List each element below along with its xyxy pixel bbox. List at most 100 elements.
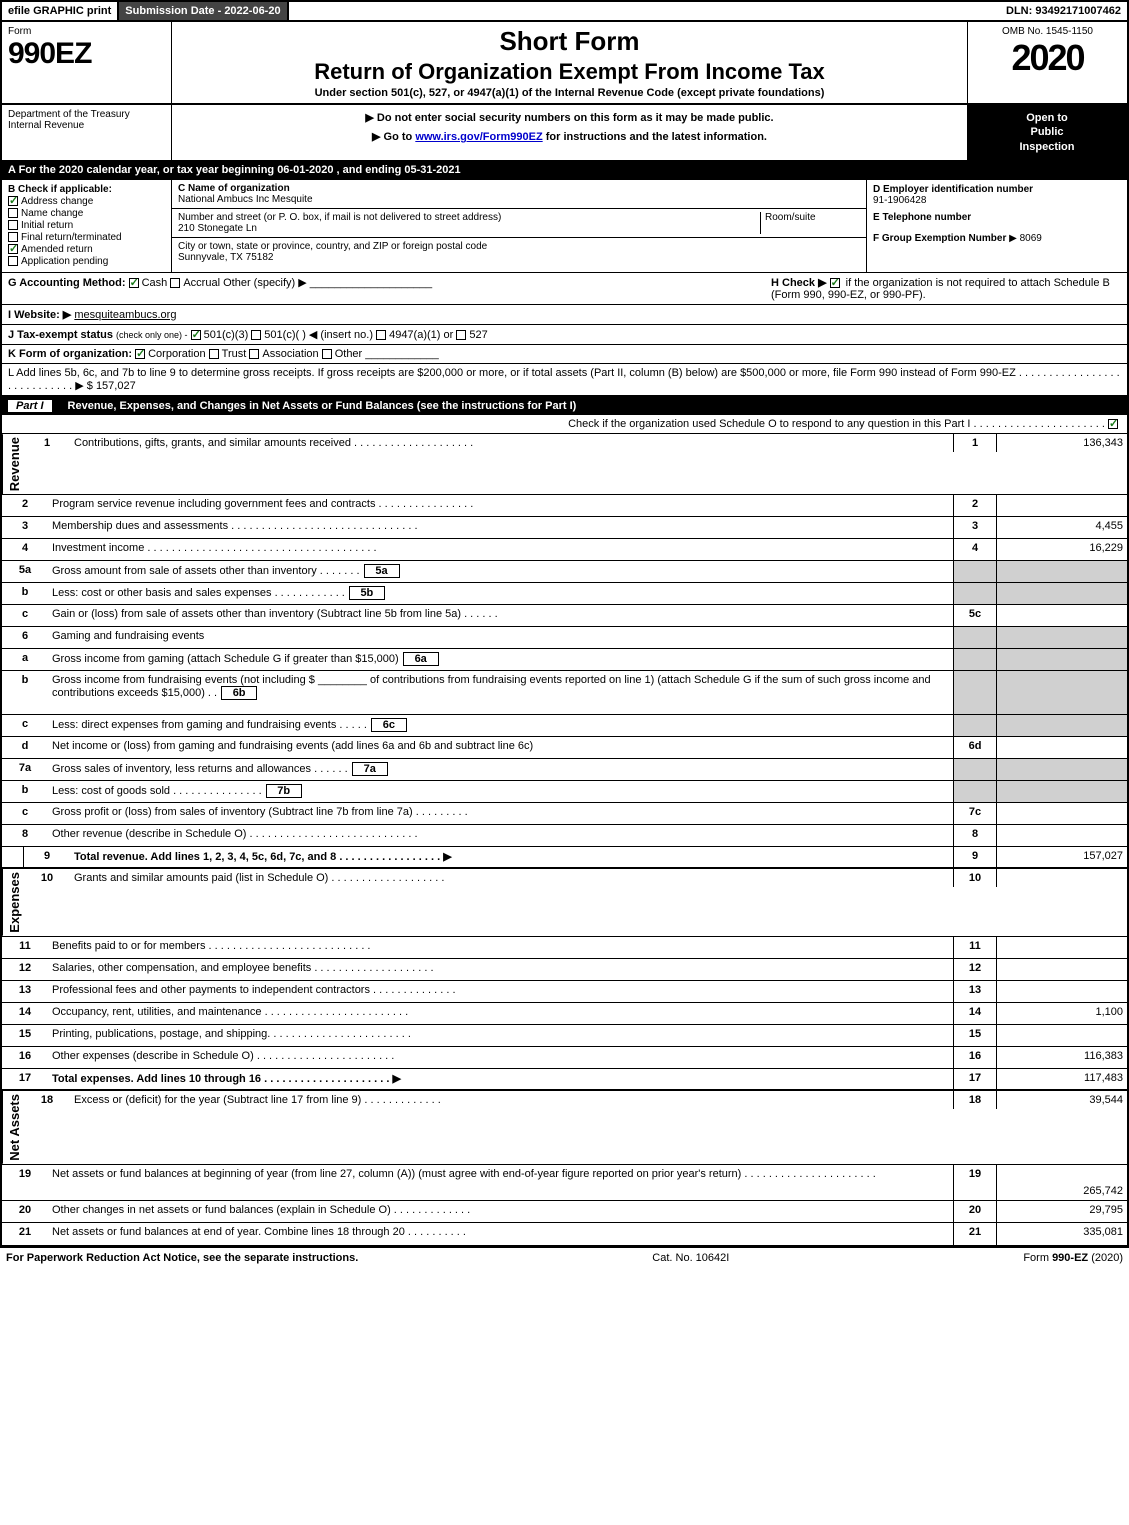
title-main: Return of Organization Exempt From Incom…: [176, 59, 963, 85]
checkbox-icon[interactable]: [249, 349, 259, 359]
checkbox-icon[interactable]: [251, 330, 261, 340]
form-header: Form 990EZ Short Form Return of Organiza…: [0, 22, 1129, 105]
ln-num: b: [2, 671, 48, 714]
e-phone-label: E Telephone number: [873, 212, 1121, 223]
ln-amt: [997, 825, 1127, 846]
row-i-website: I Website: ▶ mesquiteambucs.org: [0, 305, 1129, 325]
ln-num: 8: [2, 825, 48, 846]
org-street: 210 Stonegate Ln: [178, 223, 760, 234]
goto-post: for instructions and the latest informat…: [543, 131, 767, 143]
section-a-year: A For the 2020 calendar year, or tax yea…: [0, 162, 1129, 180]
chk-amended-return[interactable]: Amended return: [8, 244, 165, 255]
part1-table: Revenue 1 Contributions, gifts, grants, …: [0, 434, 1129, 1247]
ln-desc-text: Less: cost of goods sold . . . . . . . .…: [52, 785, 262, 797]
checkbox-icon[interactable]: [376, 330, 386, 340]
chk-address-change[interactable]: Address change: [8, 196, 165, 207]
ln-desc: Net assets or fund balances at beginning…: [48, 1165, 953, 1200]
website-value: mesquiteambucs.org: [74, 309, 176, 321]
checkbox-icon[interactable]: [209, 349, 219, 359]
h-label: H Check ▶: [771, 277, 827, 289]
l-text: L Add lines 5b, 6c, and 7b to line 9 to …: [8, 367, 1120, 392]
ln-amt: [997, 759, 1127, 780]
sub-box: 6c: [371, 718, 407, 732]
sub-box: 7b: [266, 784, 302, 798]
k-trust: Trust: [222, 348, 247, 360]
part1-header: Part I Revenue, Expenses, and Changes in…: [0, 397, 1129, 415]
title-short-form: Short Form: [176, 26, 963, 57]
ln-desc: Investment income . . . . . . . . . . . …: [48, 539, 953, 560]
ln-rn: [953, 671, 997, 714]
ln-amt: [997, 781, 1127, 802]
efile-print-button[interactable]: efile GRAPHIC print: [2, 2, 119, 20]
ln-desc: Benefits paid to or for members . . . . …: [48, 937, 953, 958]
line-13: 13 Professional fees and other payments …: [2, 981, 1127, 1003]
checkbox-icon[interactable]: [1108, 419, 1118, 429]
page-footer: For Paperwork Reduction Act Notice, see …: [0, 1247, 1129, 1268]
checkbox-icon[interactable]: [830, 278, 840, 288]
ln-num: 7a: [2, 759, 48, 780]
ln-rn: [953, 649, 997, 670]
chk-initial-return[interactable]: Initial return: [8, 220, 165, 231]
sub-box: 5a: [364, 564, 400, 578]
form-id-cell: Form 990EZ: [2, 22, 172, 103]
ln-rn: 21: [953, 1223, 997, 1245]
ln-num: 11: [2, 937, 48, 958]
ln-amt: 265,742: [997, 1165, 1127, 1200]
line-16: 16 Other expenses (describe in Schedule …: [2, 1047, 1127, 1069]
line-3: 3 Membership dues and assessments . . . …: [2, 517, 1127, 539]
ln-desc: Professional fees and other payments to …: [48, 981, 953, 1002]
checkbox-icon[interactable]: [322, 349, 332, 359]
g-label: G Accounting Method:: [8, 277, 126, 289]
ln-num: 19: [2, 1165, 48, 1200]
ln-desc: Gross sales of inventory, less returns a…: [48, 759, 953, 780]
line-5b: b Less: cost or other basis and sales ex…: [2, 583, 1127, 605]
chk-application-pending[interactable]: Application pending: [8, 256, 165, 267]
line-6: 6 Gaming and fundraising events: [2, 627, 1127, 649]
form-label: Form: [8, 26, 165, 37]
open-line2: Public: [971, 125, 1123, 139]
line-12: 12 Salaries, other compensation, and emp…: [2, 959, 1127, 981]
ln-desc-pre: Gross income from fundraising events (no…: [52, 674, 315, 686]
side-netassets: Net Assets: [2, 1091, 24, 1164]
ln-num: 17: [2, 1069, 48, 1089]
part1-title: Revenue, Expenses, and Changes in Net As…: [68, 400, 577, 412]
sub-box: 6a: [403, 652, 439, 666]
chk-final-return[interactable]: Final return/terminated: [8, 232, 165, 243]
checkbox-icon[interactable]: [170, 278, 180, 288]
ln-rn: 15: [953, 1025, 997, 1046]
footer-right-pre: Form: [1023, 1252, 1052, 1264]
ln-rn: [953, 561, 997, 582]
sub-box: 5b: [349, 586, 385, 600]
form-number: 990EZ: [8, 37, 165, 71]
ln-num: 4: [2, 539, 48, 560]
ln-amt: [997, 803, 1127, 824]
open-line3: Inspection: [971, 140, 1123, 154]
checkbox-icon[interactable]: [191, 330, 201, 340]
chk-addr-label: Address change: [21, 196, 93, 207]
row-j-status: J Tax-exempt status (check only one) - 5…: [0, 325, 1129, 345]
ln-num: b: [2, 781, 48, 802]
line-6a: a Gross income from gaming (attach Sched…: [2, 649, 1127, 671]
g-other: Other (specify) ▶: [223, 277, 307, 289]
checkbox-icon: [8, 208, 18, 218]
line-7b: b Less: cost of goods sold . . . . . . .…: [2, 781, 1127, 803]
ln-num: d: [2, 737, 48, 758]
ln-amt: 16,229: [997, 539, 1127, 560]
line-21: 21 Net assets or fund balances at end of…: [2, 1223, 1127, 1245]
footer-left: For Paperwork Reduction Act Notice, see …: [6, 1252, 358, 1264]
ln-rn: [953, 759, 997, 780]
checkbox-icon[interactable]: [135, 349, 145, 359]
line-14: 14 Occupancy, rent, utilities, and maint…: [2, 1003, 1127, 1025]
ln-amt: [997, 583, 1127, 604]
checkbox-icon[interactable]: [129, 278, 139, 288]
j-527: 527: [469, 329, 487, 341]
ln-amt: [997, 959, 1127, 980]
irs-link[interactable]: www.irs.gov/Form990EZ: [415, 131, 542, 143]
checkbox-icon[interactable]: [456, 330, 466, 340]
footer-right-bold: 990-EZ: [1052, 1252, 1088, 1264]
ln-desc: Less: cost of goods sold . . . . . . . .…: [48, 781, 953, 802]
ln-desc: Less: direct expenses from gaming and fu…: [48, 715, 953, 736]
ln-rn: 4: [953, 539, 997, 560]
ln-amt: [997, 627, 1127, 648]
chk-name-change[interactable]: Name change: [8, 208, 165, 219]
